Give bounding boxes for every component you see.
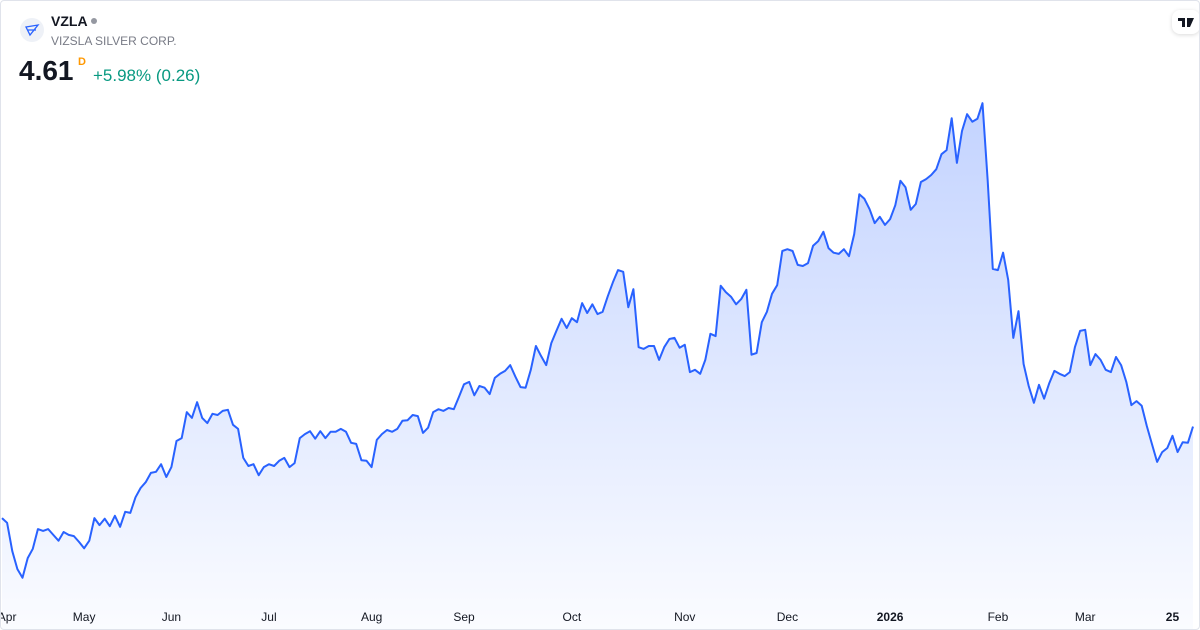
- x-tick-label: Aug: [361, 610, 382, 624]
- x-tick-label: May: [73, 610, 96, 624]
- x-tick-label: Apr: [1, 610, 16, 624]
- status-dot: [91, 18, 97, 24]
- price-line: [1, 102, 1194, 579]
- company-name: VIZSLA SILVER CORP.: [51, 34, 177, 48]
- x-tick-label: Sep: [453, 610, 475, 624]
- x-tick-label: Dec: [777, 610, 798, 624]
- x-tick-label: Jun: [162, 610, 181, 624]
- interval: D: [78, 56, 86, 68]
- x-tick-label: 2026: [877, 610, 904, 624]
- logo-icon: [25, 24, 40, 37]
- x-tick-label: 25: [1166, 610, 1180, 624]
- ticker: VZLA: [51, 13, 88, 29]
- x-tick-label: Oct: [562, 610, 581, 624]
- x-tick-label: Mar: [1075, 610, 1096, 624]
- x-tick-label: Jul: [261, 610, 276, 624]
- x-tick-label: Nov: [674, 610, 695, 624]
- area-fill: [2, 103, 1193, 629]
- brand-logo[interactable]: [1172, 10, 1199, 34]
- x-tick-label: Feb: [988, 610, 1009, 624]
- brand-icon: [1178, 18, 1194, 27]
- price-change: +5.98% (0.26): [93, 66, 201, 85]
- last-price: 4.61: [19, 55, 74, 86]
- company-logo: [20, 18, 44, 42]
